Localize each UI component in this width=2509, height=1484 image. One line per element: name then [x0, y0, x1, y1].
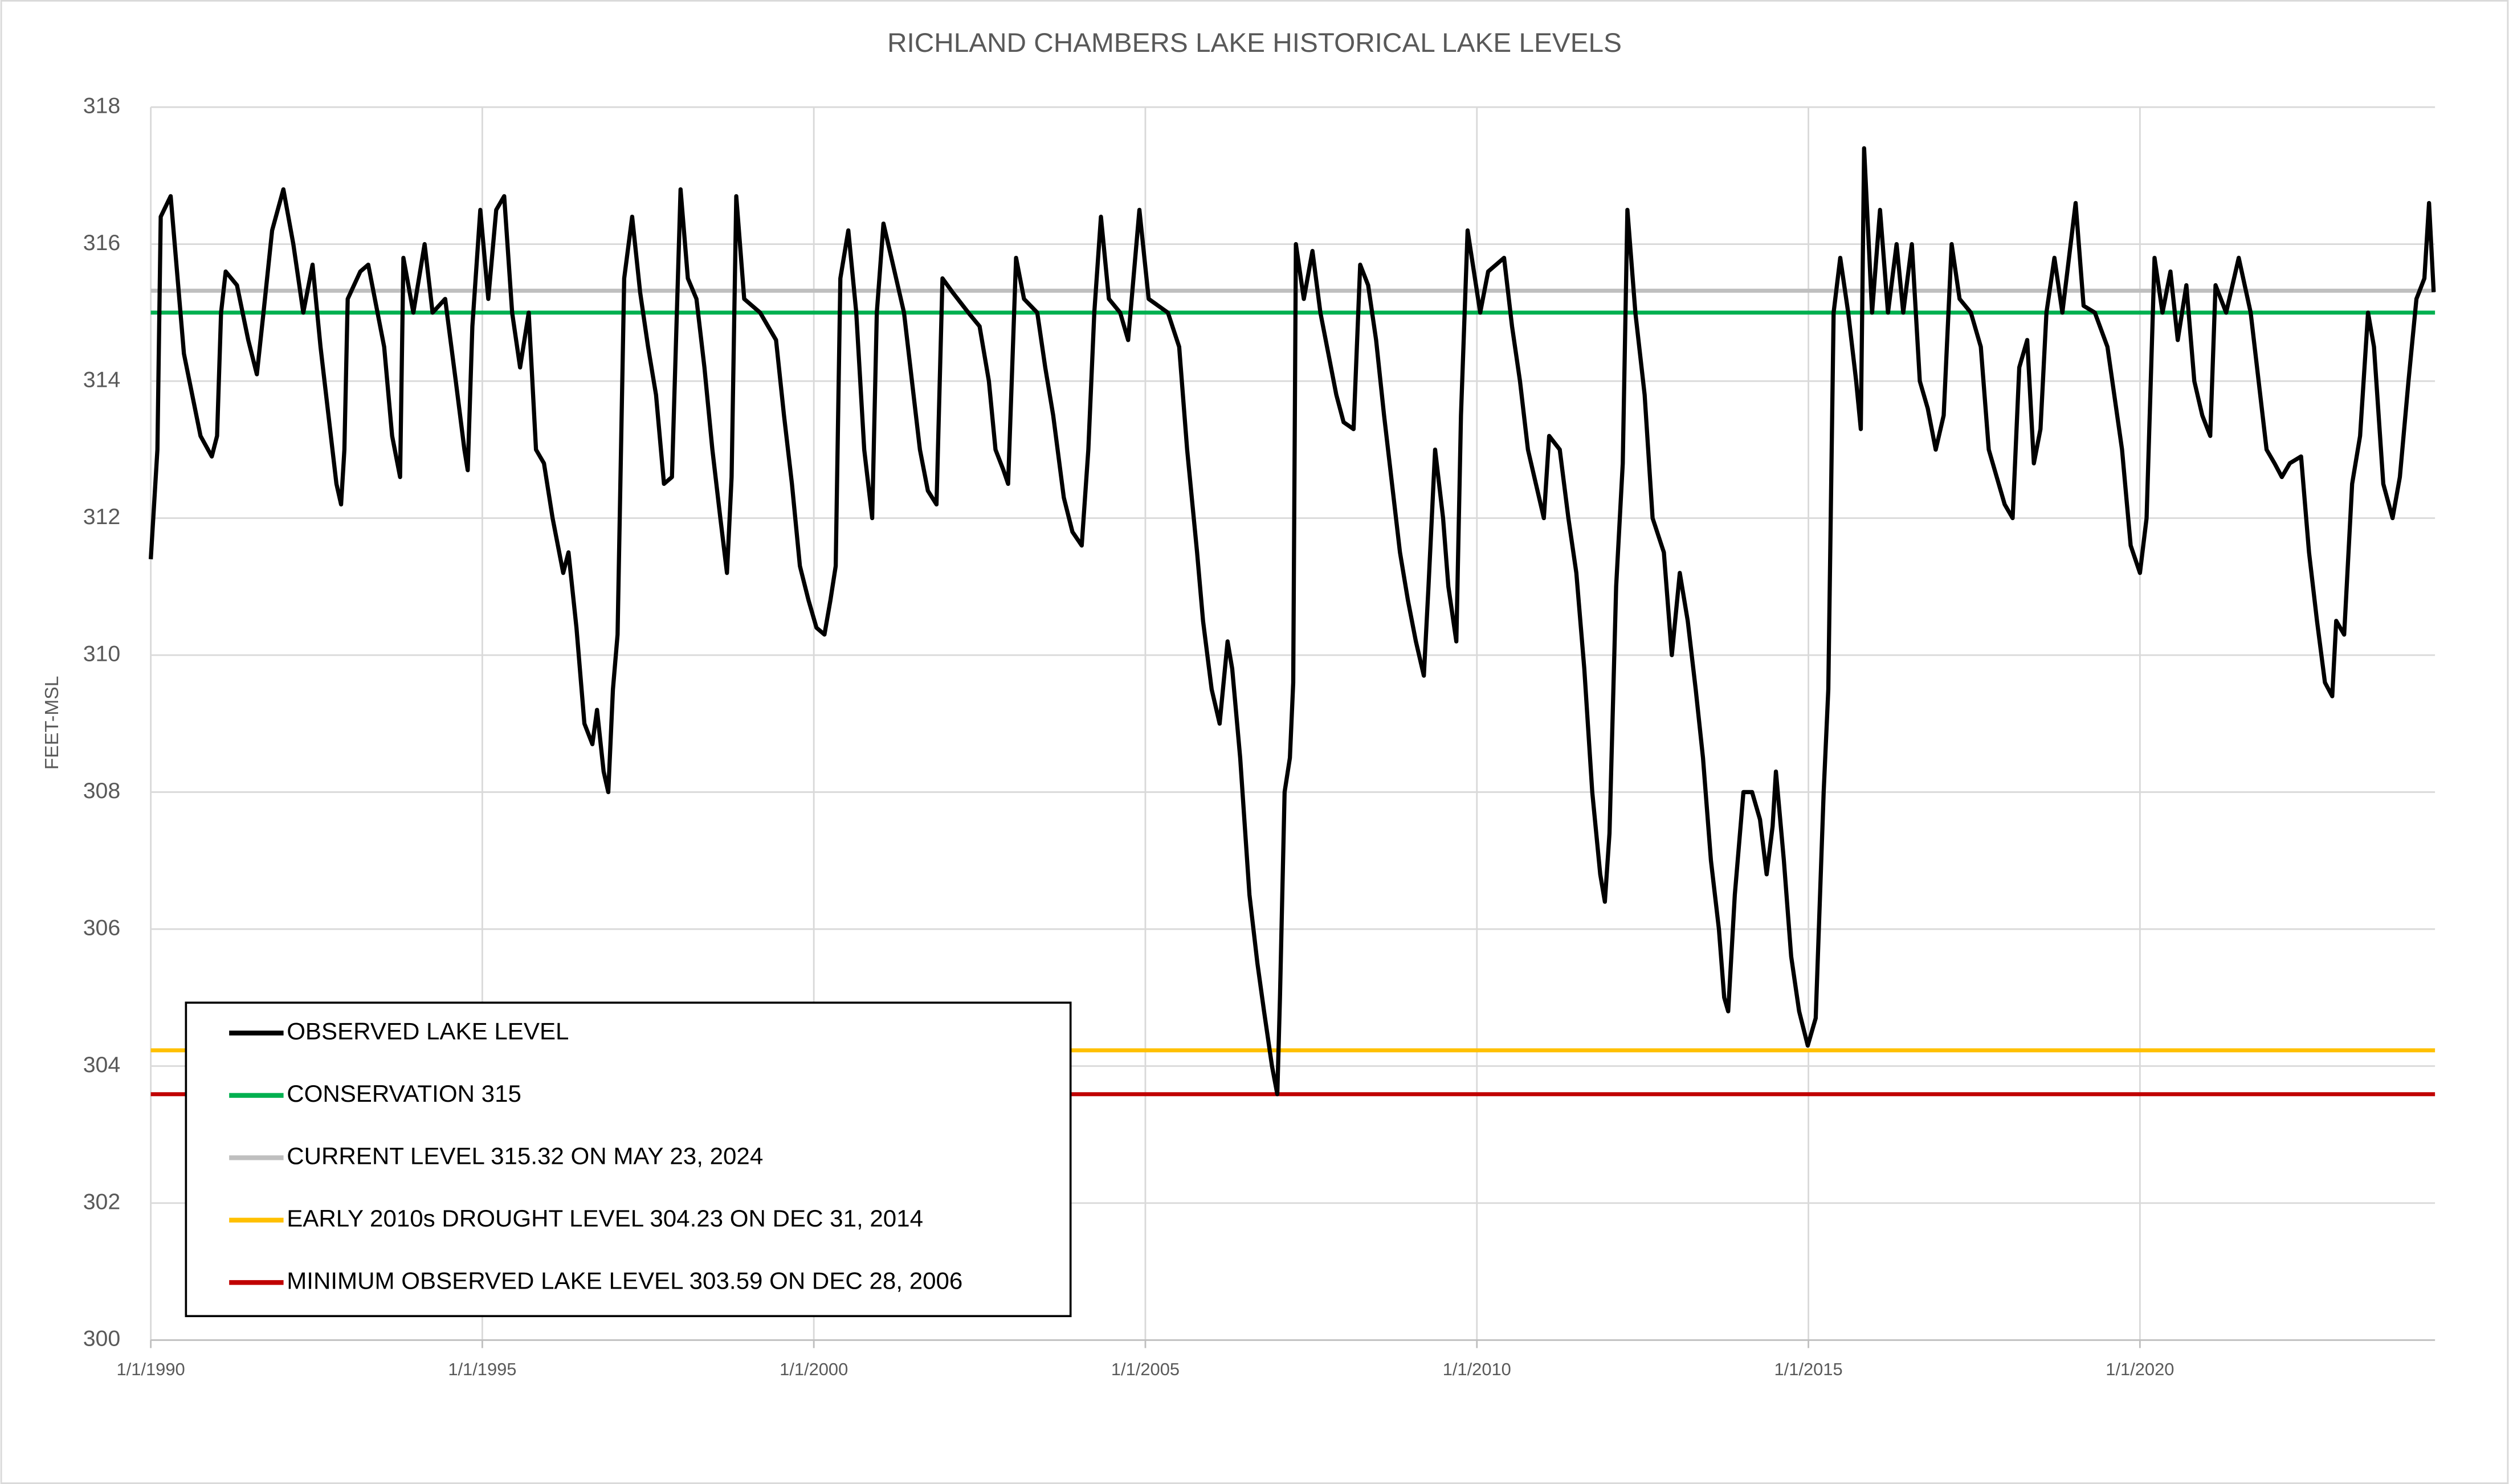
x-tick-label: 1/1/2000: [780, 1359, 848, 1379]
legend-label: CURRENT LEVEL 315.32 ON MAY 23, 2024: [287, 1142, 763, 1169]
y-tick-label: 306: [83, 915, 121, 940]
chart-title: RICHLAND CHAMBERS LAKE HISTORICAL LAKE L…: [887, 28, 1622, 58]
legend-box: [185, 1001, 1072, 1318]
y-tick-label: 308: [83, 778, 121, 803]
x-tick-label: 1/1/2010: [1443, 1359, 1511, 1379]
legend-label: OBSERVED LAKE LEVEL: [287, 1018, 569, 1045]
y-tick-label: 318: [83, 93, 121, 118]
data-line: [148, 146, 2436, 1097]
y-tick-label: 310: [83, 641, 121, 666]
y-tick-label: 300: [83, 1326, 121, 1351]
x-tick-label: 1/1/2020: [2106, 1359, 2174, 1379]
legend-label: CONSERVATION 315: [287, 1080, 521, 1107]
x-tick-label: 1/1/2015: [1774, 1359, 1842, 1379]
legend: OBSERVED LAKE LEVEL CONSERVATION 315 CURRE…: [185, 1001, 1072, 1318]
x-tick-label: 1/1/1990: [117, 1359, 185, 1379]
x-tick-label: 1/1/2005: [1111, 1359, 1180, 1379]
x-tick-label: 1/1/1995: [448, 1359, 516, 1379]
y-tick-label: 314: [83, 367, 121, 392]
y-tick-label: 312: [83, 504, 121, 529]
y-tick-label: 304: [83, 1052, 121, 1077]
y-axis-label: FEET-MSL: [42, 676, 63, 770]
legend-label: EARLY 2010s DROUGHT LEVEL 304.23 ON DEC …: [287, 1205, 923, 1232]
legend-label: MINIMUM OBSERVED LAKE LEVEL 303.59 ON DE…: [287, 1267, 962, 1294]
y-tick-label: 316: [83, 230, 121, 255]
y-tick-label: 302: [83, 1189, 121, 1214]
